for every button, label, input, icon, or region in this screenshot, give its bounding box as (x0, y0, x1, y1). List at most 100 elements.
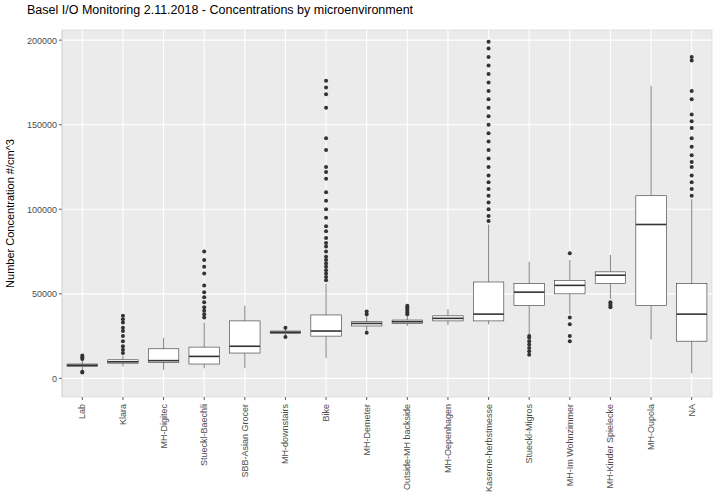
tick-mark (59, 293, 62, 294)
tick-mark (691, 397, 692, 400)
tick-label: 200000 (27, 36, 57, 46)
outlier (690, 180, 694, 184)
outlier (568, 316, 572, 320)
box (514, 284, 544, 306)
tick-label: Stueckl-Migros (524, 404, 534, 464)
outlier (324, 136, 328, 140)
outlier (324, 79, 328, 83)
outlier (690, 89, 694, 93)
whisker-upper (529, 262, 530, 284)
outlier (80, 370, 84, 374)
y-axis-line (62, 30, 63, 397)
tick-mark (204, 397, 205, 400)
outlier (324, 229, 328, 233)
outlier (121, 314, 125, 318)
outlier (487, 207, 491, 211)
tick-mark (59, 124, 62, 125)
median (555, 285, 585, 287)
box-group (148, 338, 178, 370)
box-group (636, 86, 666, 340)
outlier (487, 97, 491, 101)
median (473, 313, 503, 315)
tick-mark (163, 397, 164, 400)
box-group (108, 314, 138, 367)
outlier (487, 131, 491, 135)
box (67, 364, 97, 367)
tick-mark (366, 397, 367, 400)
grid-line (407, 30, 408, 397)
whisker-lower (691, 341, 692, 373)
whisker-upper (244, 306, 245, 321)
outlier (324, 207, 328, 211)
grid-line (691, 30, 692, 397)
outlier (487, 201, 491, 205)
outlier (324, 255, 328, 259)
outlier (365, 331, 369, 335)
tick-mark (285, 397, 286, 400)
median (67, 364, 97, 366)
y-axis-label: Number Concentration #/cm^3 (4, 139, 16, 288)
box (189, 347, 219, 364)
plot-panel (62, 30, 712, 397)
whisker-lower (122, 363, 123, 366)
outlier (202, 265, 206, 269)
tick-mark (447, 397, 448, 400)
outlier (527, 334, 531, 338)
outlier (324, 199, 328, 203)
outlier (202, 290, 206, 294)
median (311, 330, 341, 332)
outlier (487, 123, 491, 127)
outlier (324, 250, 328, 254)
tick-mark (610, 397, 611, 400)
outlier (487, 187, 491, 191)
tick-label: NA (687, 404, 697, 417)
tick-label: MH-Demeter (362, 404, 372, 456)
outlier (487, 114, 491, 118)
whisker-upper (407, 316, 408, 320)
outlier (324, 106, 328, 110)
box (108, 360, 138, 363)
whisker-lower (204, 364, 205, 368)
grid-line (82, 30, 83, 397)
outlier (487, 64, 491, 68)
outlier (202, 272, 206, 276)
grid-line (163, 30, 164, 397)
tick-label: Outside-MH backside (402, 404, 412, 490)
grid-line (62, 293, 712, 294)
outlier (690, 119, 694, 123)
tick-mark (59, 378, 62, 379)
box-group (311, 79, 341, 358)
median (636, 224, 666, 226)
tick-mark (651, 397, 652, 400)
outlier (324, 92, 328, 96)
outlier (121, 339, 125, 343)
median (433, 318, 463, 320)
tick-label: Bike (321, 404, 331, 422)
box (473, 282, 503, 321)
box (392, 320, 422, 323)
tick-label: MH-Oepenhagen (443, 404, 453, 473)
whisker-upper (204, 323, 205, 348)
outlier (690, 165, 694, 169)
tick-mark (82, 397, 83, 400)
grid-line (62, 209, 712, 210)
whisker-lower (366, 326, 367, 331)
whisker-lower (651, 306, 652, 340)
grid-line (204, 30, 205, 397)
tick-label: Stueckl-Baechli (199, 404, 209, 466)
tick-label: 100000 (27, 205, 57, 215)
median (108, 361, 138, 363)
whisker-upper (82, 361, 83, 364)
tick-label: 0 (52, 374, 57, 384)
outlier (487, 180, 491, 184)
tick-mark (488, 397, 489, 400)
tick-mark (59, 40, 62, 41)
outlier (568, 339, 572, 343)
whisker-upper (488, 224, 489, 282)
whisker-lower (163, 362, 164, 370)
whisker-lower (569, 294, 570, 314)
tick-mark (529, 397, 530, 400)
tick-label: 150000 (27, 120, 57, 130)
outlier (202, 295, 206, 299)
whisker-upper (447, 309, 448, 316)
